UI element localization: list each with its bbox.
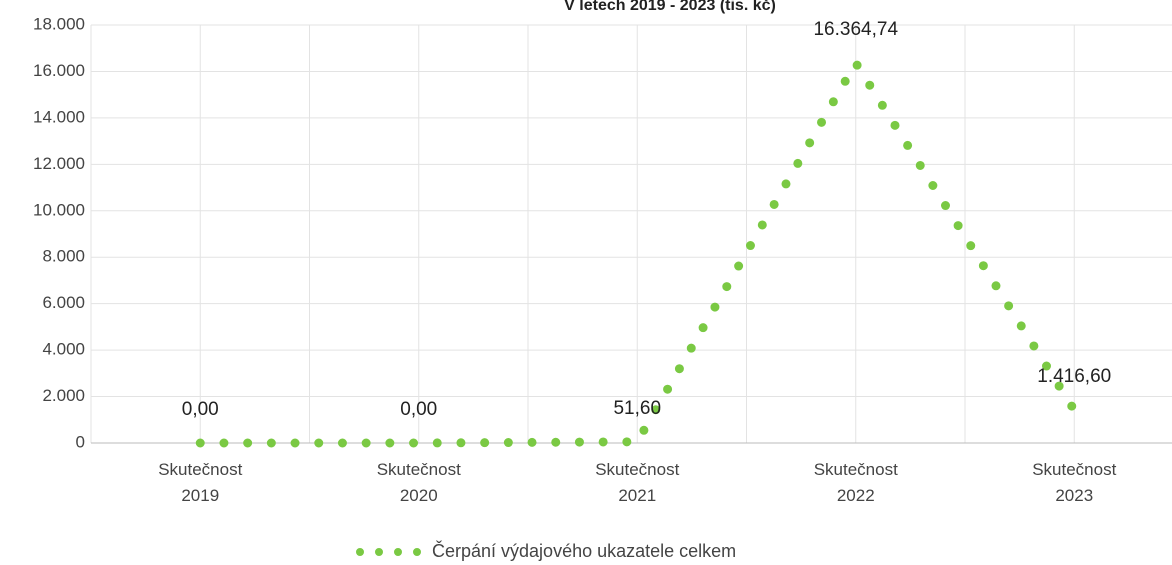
y-tick-label: 0: [76, 432, 85, 451]
data-label: 1.416,60: [1037, 366, 1111, 387]
data-label: 51,60: [613, 398, 661, 419]
line: [195, 54, 1079, 448]
y-tick-label: 14.000: [33, 107, 85, 126]
data-label: 16.364,74: [813, 19, 898, 40]
y-tick-label: 10.000: [33, 200, 85, 219]
y-tick-label: 12.000: [33, 154, 85, 173]
data-label: 0,00: [400, 399, 437, 420]
x-tick-label: Skutečnost 2022: [813, 460, 898, 505]
legend-label: Čerpání výdajového ukazatele celkem: [432, 540, 736, 561]
y-tick-label: 2.000: [42, 386, 85, 405]
y-tick-label: 18.000: [33, 14, 85, 33]
x-tick-label: Skutečnost 2023: [1032, 460, 1117, 505]
y-tick-label: 6.000: [42, 293, 85, 312]
x-tick-label: Skutečnost 2021: [595, 460, 680, 505]
y-tick-label: 16.000: [33, 61, 85, 80]
chart-title: V letech 2019 - 2023 (tis. kč): [564, 0, 776, 14]
x-tick-label: Skutečnost 2019: [158, 460, 243, 505]
data-label: 0,00: [182, 399, 219, 420]
y-tick-label: 4.000: [42, 340, 85, 359]
x-tick-label: Skutečnost 2020: [376, 460, 461, 505]
y-tick-label: 8.000: [42, 247, 85, 266]
